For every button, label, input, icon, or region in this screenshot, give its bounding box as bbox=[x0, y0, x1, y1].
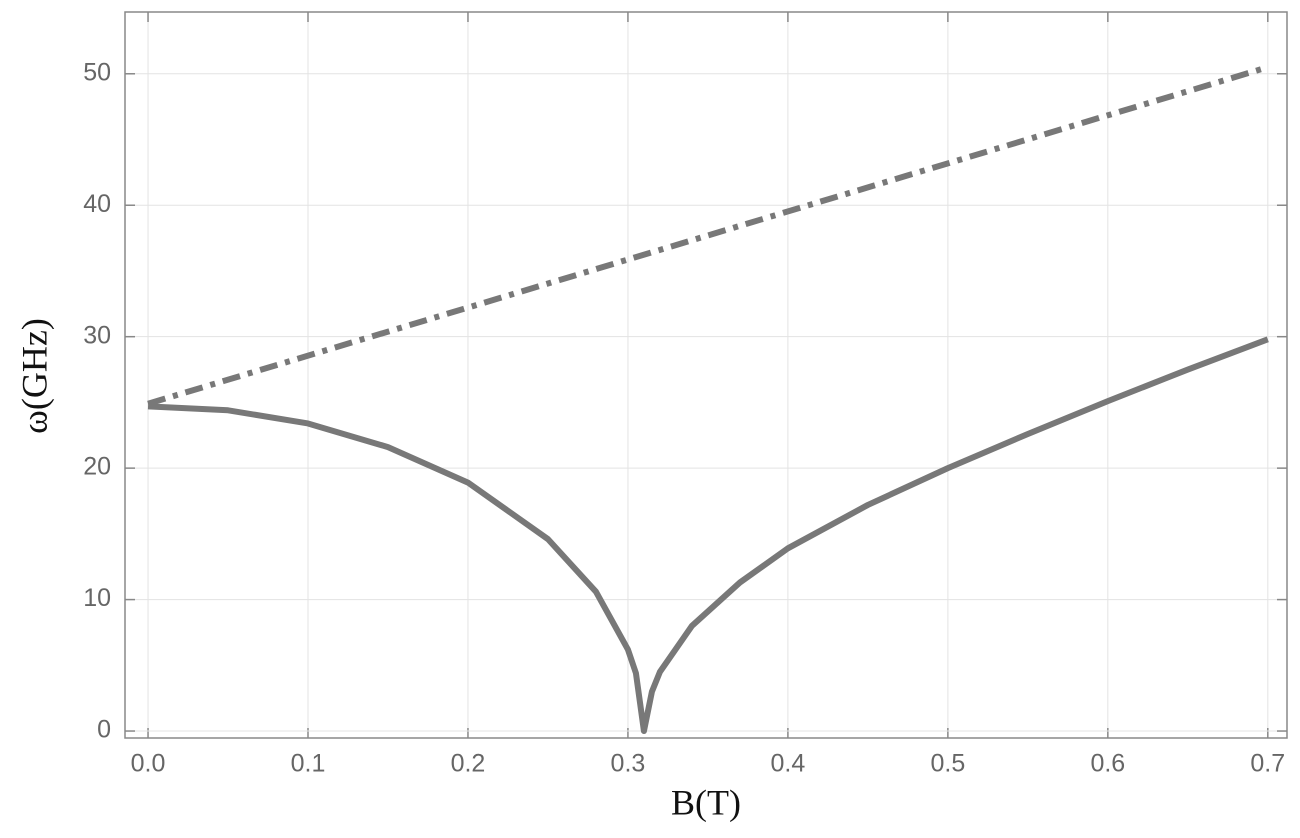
y-tick-label: 40 bbox=[83, 190, 111, 218]
x-tick-label: 0.6 bbox=[1090, 750, 1125, 778]
x-tick-label: 0.3 bbox=[611, 750, 646, 778]
x-tick-label: 0.5 bbox=[930, 750, 965, 778]
plot-frame bbox=[124, 11, 1288, 739]
data-line bbox=[147, 336, 1269, 735]
x-tick-label: 0.4 bbox=[771, 750, 806, 778]
data-line bbox=[147, 64, 1269, 407]
y-axis-label: ω(GHz) bbox=[14, 318, 54, 434]
x-tick-label: 0.7 bbox=[1250, 750, 1285, 778]
y-tick-label: 50 bbox=[83, 58, 111, 86]
y-tick-label: 30 bbox=[83, 321, 111, 349]
y-tick-label: 0 bbox=[97, 716, 111, 744]
x-tick-label: 0.2 bbox=[451, 750, 486, 778]
x-tick-label: 0.0 bbox=[131, 750, 166, 778]
y-tick-label: 20 bbox=[83, 453, 111, 481]
y-tick-label: 10 bbox=[83, 584, 111, 612]
x-tick-label: 0.1 bbox=[291, 750, 326, 778]
x-axis-label: B(T) bbox=[671, 782, 741, 822]
